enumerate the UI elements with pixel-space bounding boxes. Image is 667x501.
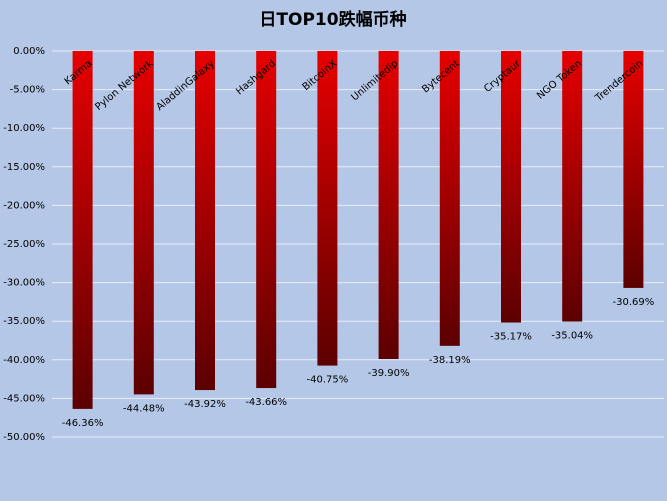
bar [623, 51, 644, 288]
bar [256, 51, 277, 389]
y-tick-label: -35.00% [3, 316, 45, 327]
y-tick-label: -10.00% [3, 123, 45, 134]
bar [133, 51, 154, 395]
bar [317, 51, 338, 366]
y-tick-label: -25.00% [3, 239, 45, 250]
y-tick-label: -50.00% [3, 432, 45, 443]
y-tick-label: 0.00% [13, 46, 45, 57]
value-label: -35.04% [551, 331, 593, 342]
y-tick-label: -5.00% [10, 85, 45, 96]
bar [195, 51, 215, 391]
y-tick-label: -15.00% [3, 162, 45, 173]
value-label: -43.92% [184, 399, 226, 410]
value-label: -35.17% [490, 332, 532, 343]
value-label: -40.75% [307, 375, 349, 386]
bar [562, 51, 583, 322]
value-label: -38.19% [429, 355, 471, 366]
bar [378, 51, 399, 360]
value-label: -30.69% [613, 297, 655, 308]
y-tick-label: -40.00% [3, 355, 45, 366]
y-tick-label: -45.00% [3, 393, 45, 404]
bar [439, 51, 460, 346]
chart-title: 日TOP10跌幅币种 [259, 9, 406, 30]
y-tick-label: -20.00% [3, 200, 45, 211]
value-label: -46.36% [62, 418, 104, 429]
bar [72, 51, 93, 409]
value-label: -39.90% [368, 368, 410, 379]
y-tick-label: -30.00% [3, 278, 45, 289]
bar [501, 51, 521, 323]
value-label: -43.66% [245, 397, 287, 408]
value-label: -44.48% [123, 403, 165, 414]
